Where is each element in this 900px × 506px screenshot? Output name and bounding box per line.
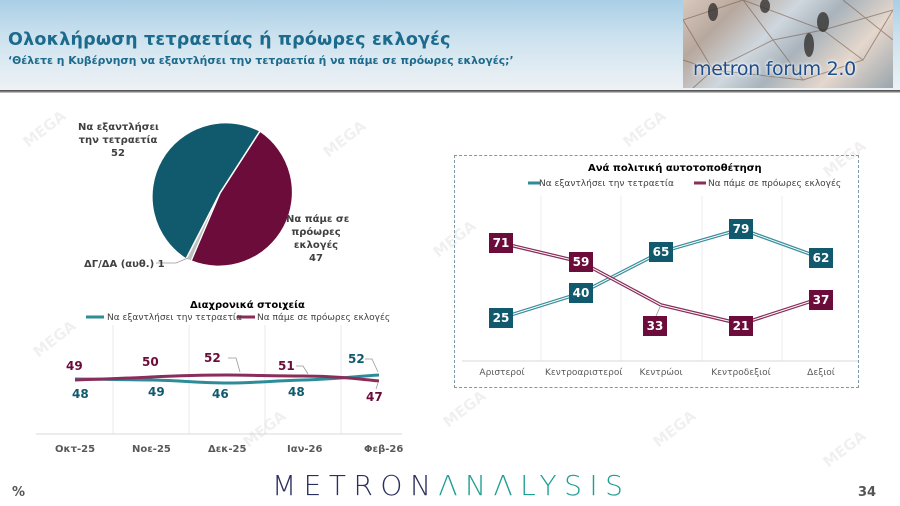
- watermark: MEGA: [19, 106, 70, 152]
- data-label: 33: [643, 316, 667, 336]
- data-label: 52: [204, 351, 221, 365]
- watermark: MEGA: [649, 406, 700, 452]
- x-axis-label: Ιαν-26: [287, 444, 323, 455]
- data-label: 48: [288, 385, 305, 399]
- data-label: 40: [569, 283, 593, 303]
- label-line: την τετραετία: [78, 135, 158, 146]
- metron-analysis-logo: METRONΛNΛLYSIS: [272, 469, 630, 502]
- data-label: 71: [489, 233, 513, 253]
- data-label: 47: [366, 390, 383, 404]
- pie-label-dk-na: ΔΓ/ΔΑ (αυθ.) 1: [84, 259, 165, 270]
- label-line: εκλογές: [293, 240, 339, 251]
- trend-line-early: [74, 373, 380, 383]
- x-axis-label: Νοε-25: [132, 444, 171, 455]
- legend-label-full-term: Να εξαντλήσει την τετραετία: [107, 313, 242, 323]
- x-axis-label: Δεκ-25: [208, 444, 247, 455]
- forum-logo-text: metron forum 2.0: [693, 58, 856, 80]
- brand-part-metron: METRON: [272, 469, 439, 502]
- data-label: 37: [809, 290, 833, 310]
- watermark: MEGA: [819, 426, 870, 472]
- legend-label-full-term: Να εξαντλήσει την τετραετία: [539, 179, 674, 189]
- watermark: MEGA: [439, 386, 490, 432]
- pie-slice-early-elections: [190, 129, 294, 268]
- x-axis-label: Φεβ-26: [364, 444, 404, 455]
- ideology-chart-title: Ανά πολιτική αυτοτοποθέτηση: [588, 163, 762, 174]
- legend-label-early: Να πάμε σε πρόωρες εκλογές: [708, 179, 842, 189]
- pie-label-full-term: Να εξαντλήσει την τετραετία 52: [78, 121, 159, 160]
- trend-chart-title: Διαχρονικά στοιχεία: [190, 300, 305, 311]
- data-label: 79: [729, 219, 753, 239]
- label-line: Να εξαντλήσει: [78, 122, 159, 133]
- x-axis-label: Κεντροδεξιοί: [711, 368, 771, 378]
- pie-slices: [151, 121, 294, 268]
- data-label: 51: [278, 359, 295, 373]
- brand-part-analysis: ΛNΛLYSIS: [438, 469, 631, 502]
- data-label: 52: [348, 352, 365, 366]
- data-label: 59: [569, 252, 593, 272]
- page-title: Ολοκλήρωση τετραετίας ή πρόωρες εκλογές: [8, 30, 451, 50]
- data-label: 49: [66, 359, 83, 373]
- unit-label: %: [12, 485, 26, 500]
- trend-line-full-term: [74, 373, 380, 385]
- label-line: Να πάμε σε: [286, 214, 350, 225]
- data-label: 48: [72, 387, 89, 401]
- data-label: 25: [489, 308, 513, 328]
- watermark: MEGA: [29, 316, 80, 362]
- page-number: 34: [858, 485, 877, 500]
- data-label: 21: [729, 316, 753, 336]
- forum-photo-pattern-icon: [683, 0, 893, 88]
- data-label: 50: [142, 355, 159, 369]
- page-subtitle: ‘Θέλετε η Κυβέρνηση να εξαντλήσει την τε…: [8, 54, 514, 67]
- x-axis-label: Οκτ-25: [55, 444, 96, 455]
- pie-slice-full-term: [151, 121, 262, 261]
- x-axis-label: Κεντρώοι: [639, 368, 683, 378]
- data-label: 65: [649, 242, 673, 262]
- metron-forum-logo: metron forum 2.0: [683, 0, 893, 88]
- data-label: 46: [212, 387, 229, 401]
- header-divider: [0, 90, 900, 93]
- label-line: πρόωρες: [291, 227, 341, 238]
- label-value: 47: [309, 253, 323, 264]
- ideology-chart: [454, 155, 859, 388]
- pie-label-early-elections: Να πάμε σε πρόωρες εκλογές 47: [286, 213, 350, 265]
- x-axis-label: Αριστεροί: [479, 368, 525, 378]
- legend-label-early: Να πάμε σε πρόωρες εκλογές: [257, 313, 391, 323]
- data-label: 49: [148, 385, 165, 399]
- pie-slice-dk-na: [185, 192, 221, 262]
- watermark: MEGA: [319, 116, 370, 162]
- label-value: 52: [111, 148, 125, 159]
- watermark: MEGA: [619, 106, 670, 152]
- x-axis-label: Δεξιοί: [807, 368, 835, 378]
- x-axis-label: Κεντροαριστεροί: [545, 368, 623, 378]
- data-label: 62: [809, 248, 833, 268]
- watermark: MEGA: [239, 406, 290, 452]
